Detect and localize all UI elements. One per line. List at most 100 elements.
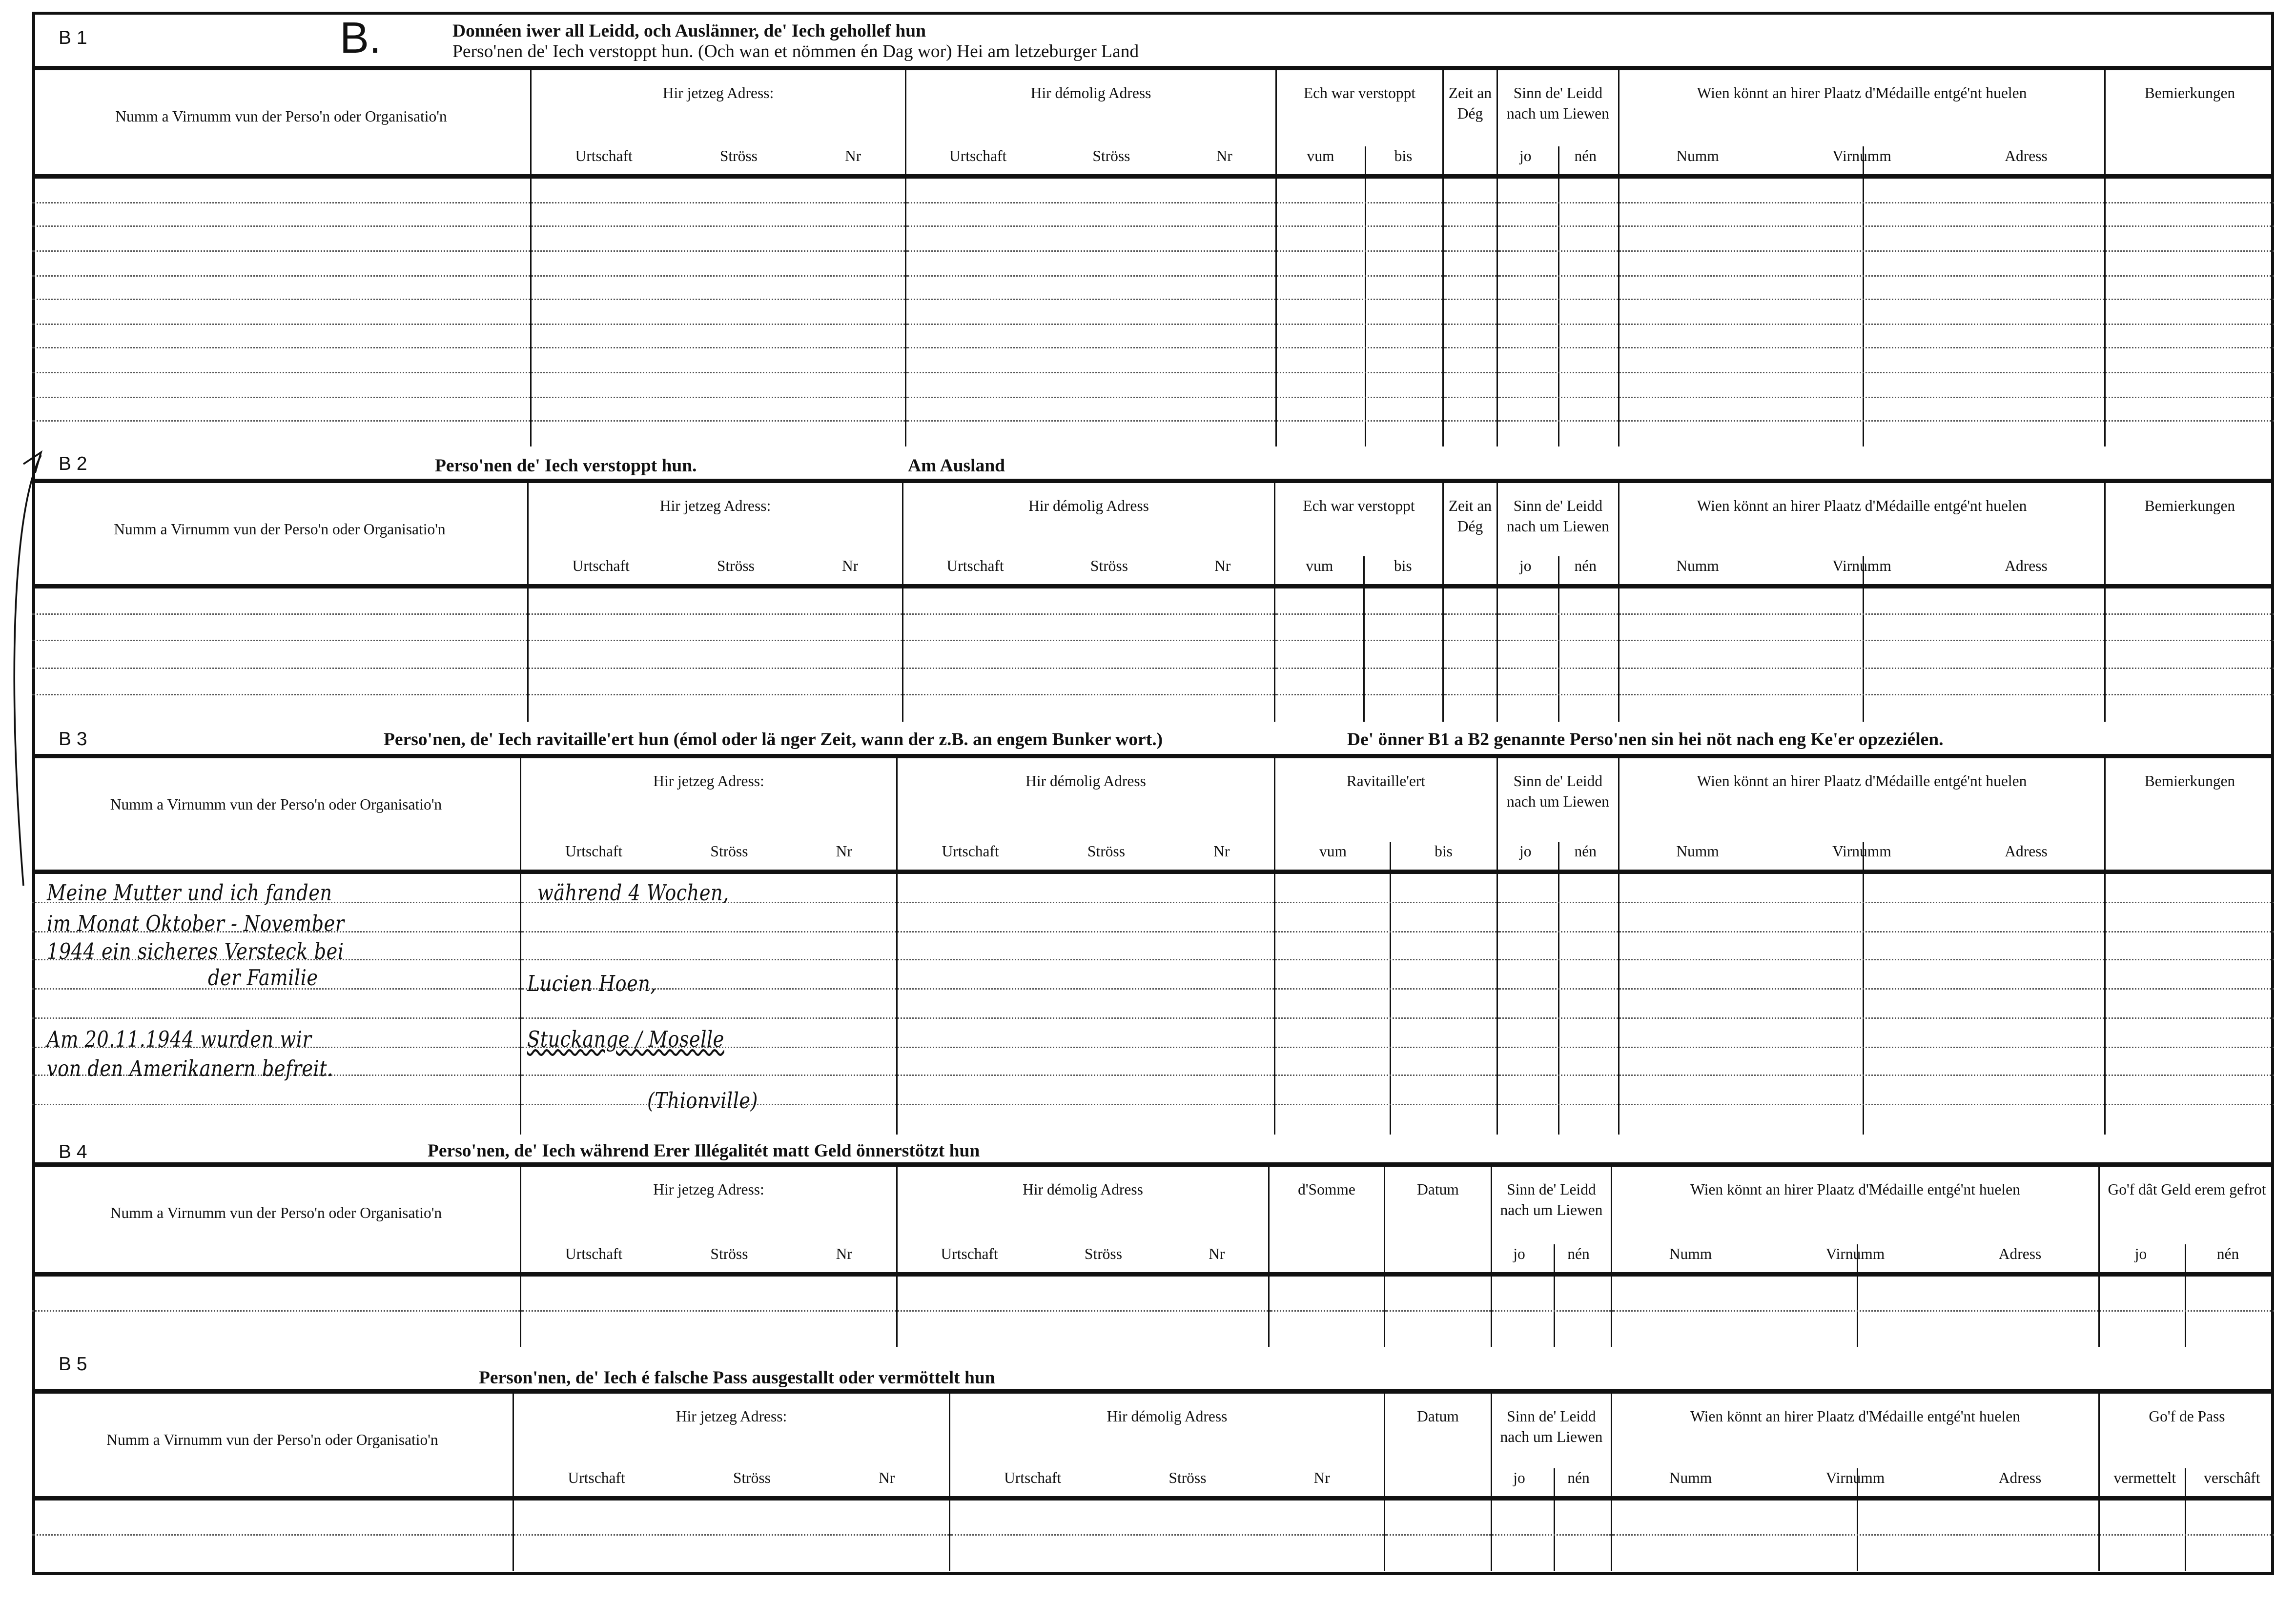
blank-entry-line[interactable] xyxy=(1498,1018,1618,1048)
blank-entry-line[interactable] xyxy=(2106,349,2274,373)
blank-entry-line[interactable] xyxy=(1444,203,1496,227)
blank-entry-line[interactable] xyxy=(1444,398,1496,422)
blank-entry-line[interactable] xyxy=(898,1277,1268,1312)
blank-entry-line[interactable] xyxy=(2100,1277,2274,1312)
blank-entry-line[interactable] xyxy=(532,227,905,252)
blank-entry-line[interactable] xyxy=(950,1536,1384,1571)
blank-entry-line[interactable] xyxy=(2106,300,2274,325)
blank-entry-line[interactable] xyxy=(1270,1312,1384,1347)
blank-entry-line[interactable] xyxy=(1498,276,1618,301)
blank-entry-line[interactable] xyxy=(1498,227,1618,252)
blank-entry-line[interactable] xyxy=(514,1536,949,1571)
blank-entry-line[interactable] xyxy=(1498,903,1618,932)
blank-entry-line[interactable] xyxy=(32,373,530,398)
blank-entry-line[interactable] xyxy=(32,276,530,301)
blank-entry-line[interactable] xyxy=(1275,669,1442,695)
blank-entry-line[interactable] xyxy=(32,903,520,932)
blank-entry-line[interactable] xyxy=(1275,1105,1496,1134)
blank-entry-line[interactable] xyxy=(2106,903,2274,932)
blank-entry-line[interactable] xyxy=(521,932,896,961)
blank-entry-line[interactable] xyxy=(2106,1105,2274,1134)
blank-entry-line[interactable] xyxy=(1277,398,1442,422)
blank-entry-line[interactable] xyxy=(32,990,520,1019)
blank-entry-line[interactable] xyxy=(1444,349,1496,373)
blank-entry-line[interactable] xyxy=(1492,1536,1611,1571)
blank-entry-line[interactable] xyxy=(2106,1048,2274,1077)
blank-entry-line[interactable] xyxy=(532,422,905,446)
blank-entry-line[interactable] xyxy=(1498,588,1618,615)
blank-entry-line[interactable] xyxy=(898,874,1274,903)
blank-entry-line[interactable] xyxy=(529,669,902,695)
blank-entry-line[interactable] xyxy=(903,588,1274,615)
blank-entry-line[interactable] xyxy=(1385,1501,1491,1536)
blank-entry-line[interactable] xyxy=(1620,227,2104,252)
blank-entry-line[interactable] xyxy=(1498,615,1618,642)
blank-entry-line[interactable] xyxy=(1498,203,1618,227)
blank-entry-line[interactable] xyxy=(2100,1312,2274,1347)
blank-entry-line[interactable] xyxy=(1444,422,1496,446)
blank-entry-line[interactable] xyxy=(1444,588,1496,615)
blank-entry-line[interactable] xyxy=(1620,588,2104,615)
blank-entry-line[interactable] xyxy=(1277,227,1442,252)
blank-entry-line[interactable] xyxy=(1620,422,2104,446)
blank-entry-line[interactable] xyxy=(898,990,1274,1019)
blank-entry-line[interactable] xyxy=(2100,1501,2274,1536)
blank-entry-line[interactable] xyxy=(2106,961,2274,990)
blank-entry-line[interactable] xyxy=(532,300,905,325)
blank-entry-line[interactable] xyxy=(1498,1048,1618,1077)
blank-entry-line[interactable] xyxy=(1620,669,2104,695)
blank-entry-line[interactable] xyxy=(1620,1048,2104,1077)
blank-entry-line[interactable] xyxy=(521,1277,896,1312)
blank-entry-line[interactable] xyxy=(1620,1018,2104,1048)
blank-entry-line[interactable] xyxy=(532,252,905,276)
blank-entry-line[interactable] xyxy=(1498,1076,1618,1106)
blank-entry-line[interactable] xyxy=(1275,874,1496,903)
blank-entry-line[interactable] xyxy=(906,324,1275,349)
blank-entry-line[interactable] xyxy=(1620,990,2104,1019)
blank-entry-line[interactable] xyxy=(32,227,530,252)
blank-entry-line[interactable] xyxy=(521,961,896,990)
blank-entry-line[interactable] xyxy=(2106,422,2274,446)
blank-entry-line[interactable] xyxy=(2106,252,2274,276)
blank-entry-line[interactable] xyxy=(2106,398,2274,422)
blank-entry-line[interactable] xyxy=(1275,1048,1496,1077)
blank-entry-line[interactable] xyxy=(1620,252,2104,276)
blank-entry-line[interactable] xyxy=(1444,179,1496,203)
blank-entry-line[interactable] xyxy=(2106,615,2274,642)
blank-entry-line[interactable] xyxy=(532,276,905,301)
blank-entry-line[interactable] xyxy=(1444,252,1496,276)
blank-entry-line[interactable] xyxy=(521,1076,896,1106)
blank-entry-line[interactable] xyxy=(32,422,530,446)
blank-entry-line[interactable] xyxy=(32,179,530,203)
blank-entry-line[interactable] xyxy=(2106,990,2274,1019)
blank-entry-line[interactable] xyxy=(2106,932,2274,961)
blank-entry-line[interactable] xyxy=(1498,990,1618,1019)
blank-entry-line[interactable] xyxy=(32,588,527,615)
blank-entry-line[interactable] xyxy=(1275,642,1442,669)
blank-entry-line[interactable] xyxy=(1275,903,1496,932)
blank-entry-line[interactable] xyxy=(1620,324,2104,349)
blank-entry-line[interactable] xyxy=(1498,373,1618,398)
blank-entry-line[interactable] xyxy=(532,203,905,227)
blank-entry-line[interactable] xyxy=(1277,373,1442,398)
blank-entry-line[interactable] xyxy=(906,179,1275,203)
blank-entry-line[interactable] xyxy=(898,961,1274,990)
blank-entry-line[interactable] xyxy=(532,179,905,203)
blank-entry-line[interactable] xyxy=(2106,1076,2274,1106)
blank-entry-line[interactable] xyxy=(1275,588,1442,615)
blank-entry-line[interactable] xyxy=(532,349,905,373)
blank-entry-line[interactable] xyxy=(2106,373,2274,398)
blank-entry-line[interactable] xyxy=(2106,588,2274,615)
blank-entry-line[interactable] xyxy=(32,695,527,722)
blank-entry-line[interactable] xyxy=(1385,1277,1491,1312)
blank-entry-line[interactable] xyxy=(1444,300,1496,325)
blank-entry-line[interactable] xyxy=(1277,252,1442,276)
blank-entry-line[interactable] xyxy=(1498,422,1618,446)
blank-entry-line[interactable] xyxy=(521,1048,896,1077)
blank-entry-line[interactable] xyxy=(1444,373,1496,398)
blank-entry-line[interactable] xyxy=(32,642,527,669)
blank-entry-line[interactable] xyxy=(1277,300,1442,325)
blank-entry-line[interactable] xyxy=(1498,669,1618,695)
blank-entry-line[interactable] xyxy=(2106,203,2274,227)
blank-entry-line[interactable] xyxy=(1275,990,1496,1019)
